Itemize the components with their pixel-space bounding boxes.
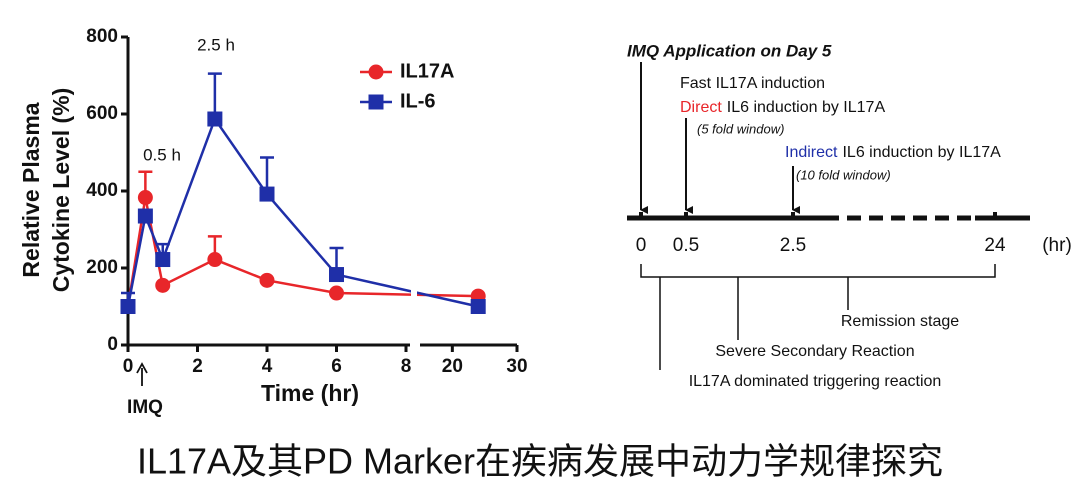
point xyxy=(259,272,275,288)
timeline-label: 24 xyxy=(984,235,1006,256)
diagram-title: IMQ Application on Day 5 xyxy=(627,41,832,60)
y-tick-label: 800 xyxy=(86,26,118,47)
stage: Severe Secondary Reaction xyxy=(715,343,914,360)
legend-marker xyxy=(368,64,384,80)
legend-label: IL17A xyxy=(400,60,454,82)
chart: 0 200 400 600 800 0 2 4 6 8 20 30 Time (hr) Relative … xyxy=(18,26,527,418)
event-text: IL6 induction by IL17A xyxy=(842,144,1001,161)
y-tick-label: 0 xyxy=(107,334,118,355)
stage: IL17A dominated triggering reaction xyxy=(689,373,942,390)
y-axis-label: Relative Plasma xyxy=(18,102,44,277)
x-tick-label: 30 xyxy=(506,356,527,377)
x-tick-label: 0 xyxy=(123,356,134,377)
x-tick-label: 8 xyxy=(401,356,412,377)
event: Indirect IL6 induction by IL17A xyxy=(785,144,1001,161)
annotation: 2.5 h xyxy=(197,35,235,54)
point xyxy=(329,285,344,301)
annotation: IMQ xyxy=(127,397,163,418)
legend-marker xyxy=(368,94,384,110)
y-axis-label: Cytokine Level (%) xyxy=(48,88,74,293)
annotation: 0.5 h xyxy=(143,145,181,164)
point xyxy=(207,111,223,127)
y-tick-label: 600 xyxy=(86,103,118,124)
note: (5 fold window) xyxy=(697,121,784,136)
timeline xyxy=(627,212,1030,221)
timeline-label: 0 xyxy=(636,235,647,256)
point xyxy=(120,299,136,314)
diagram: IMQ Application on Day 5 Fast IL17A indu… xyxy=(627,41,1072,390)
stage: Remission stage xyxy=(841,313,959,330)
x-tick-label: 20 xyxy=(442,356,463,377)
highlight: Indirect xyxy=(785,144,838,161)
timeline-label: (hr) xyxy=(1042,235,1072,256)
timeline-labels: 0 0.5 2.5 24 (hr) xyxy=(636,235,1072,256)
x-axis-label: Time (hr) xyxy=(261,380,359,406)
legend-label: IL-6 xyxy=(400,90,436,112)
x-tick-label: 2 xyxy=(192,356,203,377)
note: (10 fold window) xyxy=(796,167,891,182)
annotation-arrow xyxy=(136,362,148,386)
point xyxy=(155,252,171,268)
y-tick-label: 400 xyxy=(86,180,118,201)
point xyxy=(259,186,275,202)
event: Direct IL6 induction by IL17A xyxy=(680,99,885,116)
x-tick-label: 4 xyxy=(262,356,273,377)
point xyxy=(470,299,486,314)
y-tick-label: 200 xyxy=(86,257,118,278)
point xyxy=(207,252,223,268)
point xyxy=(137,208,153,224)
caption: IL17A及其PD Marker在疾病发展中动力学规律探究 xyxy=(137,441,943,482)
bracket xyxy=(640,264,996,370)
point xyxy=(329,267,344,283)
timeline-label: 2.5 xyxy=(780,235,806,256)
arrows xyxy=(640,62,800,214)
x-tick-label: 6 xyxy=(331,356,342,377)
stages: Remission stage Severe Secondary Reactio… xyxy=(689,313,960,390)
highlight: Direct xyxy=(680,99,722,116)
axis-break xyxy=(411,260,417,344)
event: Fast IL17A induction xyxy=(680,75,825,92)
event-text: IL6 induction by IL17A xyxy=(727,99,886,116)
point xyxy=(155,277,171,293)
point xyxy=(137,190,153,206)
timeline-label: 0.5 xyxy=(673,235,699,256)
error-bar xyxy=(207,72,222,120)
